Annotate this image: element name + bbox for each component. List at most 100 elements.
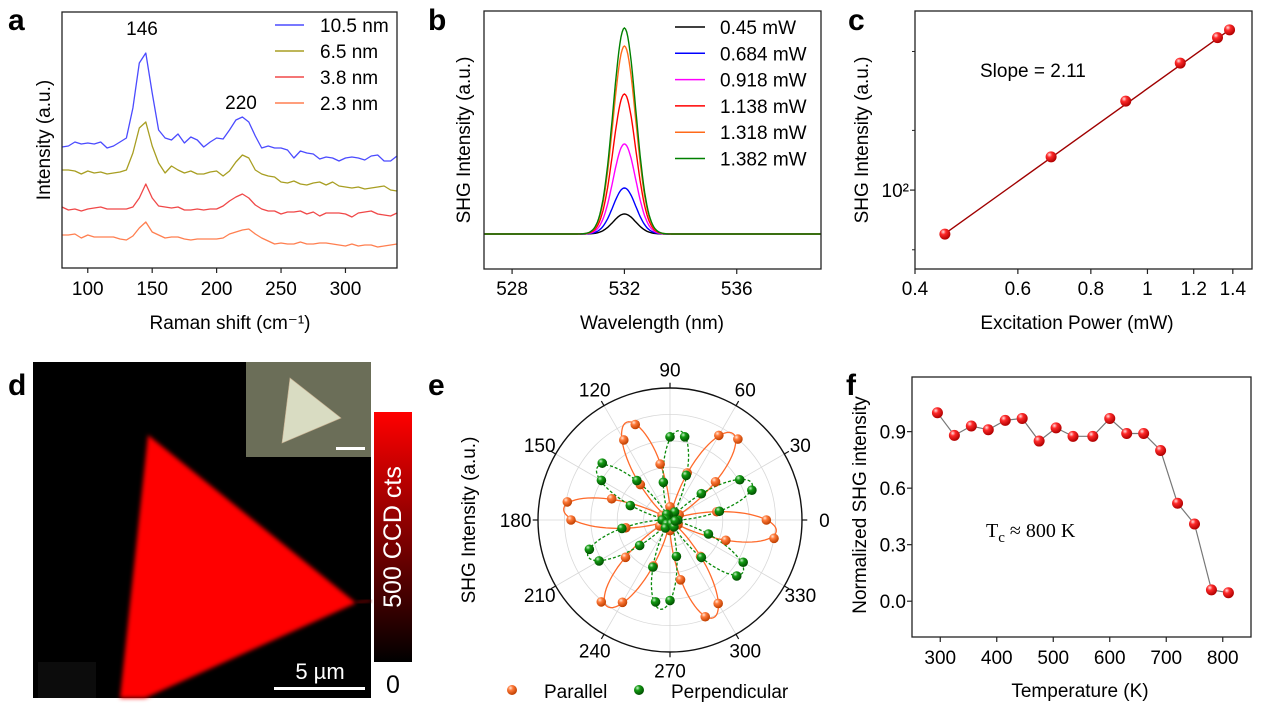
colorbar — [374, 412, 412, 662]
tc-symbol: T — [986, 520, 998, 542]
data-point — [1138, 428, 1150, 440]
legend-marker-perpendicular — [634, 685, 644, 695]
x-tick-label: 500 — [1037, 648, 1069, 669]
x-tick-label: 100 — [72, 279, 104, 300]
polar-data-point-perpendicular — [594, 556, 604, 566]
legend-label-parallel: Parallel — [544, 682, 607, 703]
polar-angle-label: 240 — [579, 641, 611, 662]
polar-data-point-parallel — [769, 533, 779, 544]
polar-data-point-parallel — [566, 515, 576, 525]
panel-f-frame — [911, 376, 1252, 638]
x-tick-label: 1.4 — [1220, 279, 1247, 300]
tc-subscript: c — [998, 530, 1005, 546]
data-point — [1033, 435, 1045, 447]
y-tick-label: 0.0 — [880, 592, 906, 613]
legend-label-3: 1.138 mW — [720, 97, 807, 118]
data-point — [1067, 430, 1079, 442]
polar-data-point-perpendicular — [617, 523, 627, 534]
polar-data-point-perpendicular — [671, 551, 682, 562]
polar-angle-label: 30 — [790, 436, 811, 457]
legend-label-0: 10.5 nm — [320, 16, 389, 37]
legend-label-0: 0.45 mW — [720, 18, 796, 39]
polar-data-point-perpendicular — [584, 544, 595, 555]
polar-data-point-perpendicular — [670, 516, 680, 526]
polar-data-point-perpendicular — [738, 557, 748, 568]
dark-patch — [38, 662, 96, 698]
data-point — [1121, 428, 1133, 440]
polar-grid-spoke — [669, 519, 785, 587]
panel-letter-b: b — [428, 4, 446, 37]
polar-angle-label: 150 — [524, 436, 556, 457]
y-axis-label: SHG Intensity (a.u.) — [852, 57, 873, 224]
flake-tail — [355, 598, 372, 605]
panel-letter-e: e — [428, 369, 445, 402]
data-point — [1222, 587, 1234, 599]
polar-angle-tick — [784, 585, 790, 590]
raman-series-line-1 — [62, 121, 398, 192]
polar-data-point-perpendicular — [632, 475, 642, 486]
shg-spectrum-line-5 — [484, 27, 821, 235]
x-tick-label: 528 — [496, 279, 528, 300]
polar-data-point-perpendicular — [696, 488, 707, 499]
polar-angle-label: 180 — [500, 511, 532, 532]
polar-data-point-parallel — [596, 597, 607, 607]
temperature-series-line — [936, 412, 1229, 594]
legend-label-perpendicular: Perpendicular — [671, 682, 789, 703]
polar-data-point-perpendicular — [648, 562, 658, 572]
polar-data-point-parallel — [700, 611, 711, 622]
scale-bar — [274, 687, 365, 690]
x-tick-label: 700 — [1150, 648, 1182, 669]
polar-angle-tick — [784, 450, 790, 455]
x-tick-label: 250 — [265, 279, 297, 300]
legend-label-2: 3.8 nm — [320, 68, 378, 89]
polar-angle-tick — [550, 585, 556, 590]
polar-data-point-perpendicular — [681, 470, 692, 481]
data-point — [1189, 518, 1200, 530]
polar-data-point-perpendicular — [665, 595, 675, 606]
polar-data-point-perpendicular — [665, 432, 675, 442]
polar-data-point-parallel — [710, 477, 721, 487]
panel-letter-f: f — [846, 369, 857, 402]
polar-grid-spoke — [669, 519, 737, 635]
panel-a-frame — [61, 11, 398, 269]
polar-data-point-perpendicular — [696, 552, 707, 563]
polar-data-point-parallel — [606, 493, 617, 504]
raman-series-line-3 — [62, 221, 398, 248]
y-tick-label: 10² — [882, 181, 909, 202]
x-tick-label: 1.2 — [1180, 279, 1206, 300]
y-axis-label: SHG Intensity (a.u.) — [459, 437, 480, 604]
polar-data-point-parallel — [761, 515, 772, 525]
colorbar-min-label: 0 — [386, 671, 400, 699]
data-point — [1172, 497, 1184, 509]
data-point — [931, 407, 943, 419]
polar-data-point-parallel — [721, 535, 731, 546]
polar-data-point-parallel — [733, 434, 743, 444]
legend-label-1: 6.5 nm — [320, 42, 378, 63]
polar-data-point-perpendicular — [658, 477, 669, 488]
x-axis-label: Wavelength (nm) — [580, 313, 724, 334]
polar-angle-label: 330 — [784, 586, 816, 607]
polar-angle-label: 120 — [579, 381, 611, 402]
x-tick-label: 200 — [201, 279, 233, 300]
data-point — [999, 414, 1011, 426]
legend-label-3: 2.3 nm — [320, 94, 378, 115]
y-tick-label: 0.6 — [880, 479, 906, 500]
polar-data-point-perpendicular — [679, 432, 690, 442]
polar-angle-tick — [735, 634, 740, 640]
legend-label-4: 1.318 mW — [720, 123, 807, 144]
polar-data-point-parallel — [617, 597, 628, 608]
data-point — [1155, 444, 1167, 456]
peak-label-146: 146 — [126, 19, 158, 40]
polar-angle-tick — [735, 400, 740, 406]
polar-data-point-perpendicular — [714, 506, 725, 517]
polar-angle-tick — [600, 634, 605, 640]
polar-angle-label: 270 — [654, 661, 686, 682]
y-axis-label: SHG Intensity (a.u.) — [454, 57, 475, 224]
data-point — [1205, 584, 1217, 596]
tc-value: ≈ 800 K — [1005, 520, 1076, 542]
data-point — [1224, 24, 1236, 36]
panel-letter-d: d — [8, 369, 26, 402]
polar-grid-spoke — [555, 519, 671, 587]
